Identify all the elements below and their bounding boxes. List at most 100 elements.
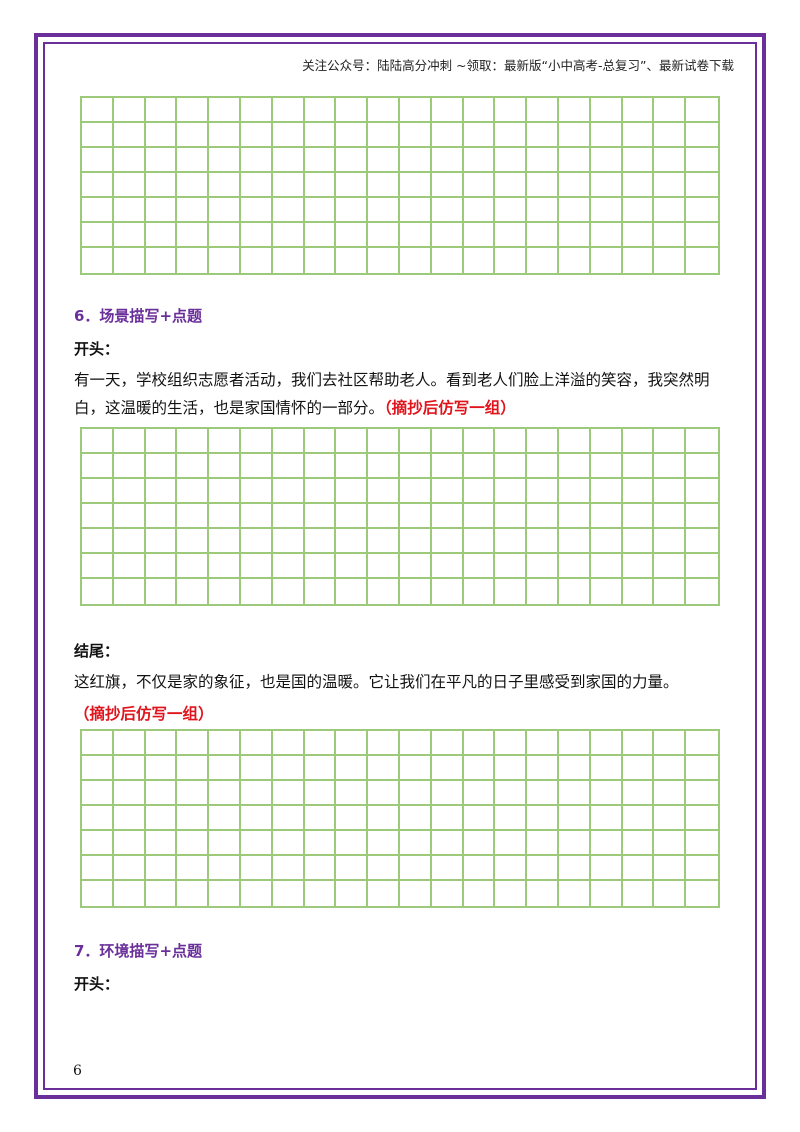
grid-cell[interactable] (82, 198, 114, 223)
grid-cell[interactable] (145, 173, 178, 198)
grid-cell[interactable] (590, 806, 623, 831)
grid-cell[interactable] (368, 756, 400, 781)
grid-cell[interactable] (273, 579, 305, 604)
grid-cell[interactable] (590, 223, 623, 248)
grid-cell[interactable] (113, 856, 146, 881)
grid-cell[interactable] (272, 429, 305, 454)
grid-cell[interactable] (399, 98, 432, 123)
grid-cell[interactable] (590, 429, 623, 454)
grid-cell[interactable] (431, 479, 464, 504)
grid-cell[interactable] (686, 504, 718, 529)
grid-cell[interactable] (177, 554, 210, 579)
grid-cell[interactable] (399, 529, 432, 554)
grid-cell[interactable] (431, 223, 464, 248)
grid-cell[interactable] (209, 579, 241, 604)
grid-cell[interactable] (336, 173, 369, 198)
grid-cell[interactable] (82, 504, 114, 529)
grid-cell[interactable] (527, 881, 559, 906)
grid-cell[interactable] (654, 856, 687, 881)
grid-cell[interactable] (654, 198, 687, 223)
grid-cell[interactable] (240, 504, 273, 529)
grid-cell[interactable] (463, 223, 496, 248)
grid-cell[interactable] (82, 479, 114, 504)
grid-cell[interactable] (686, 881, 718, 906)
grid-cell[interactable] (82, 223, 114, 248)
grid-cell[interactable] (527, 98, 559, 123)
grid-cell[interactable] (177, 756, 210, 781)
grid-cell[interactable] (241, 579, 273, 604)
grid-cell[interactable] (240, 148, 273, 173)
grid-cell[interactable] (368, 504, 400, 529)
grid-cell[interactable] (399, 429, 432, 454)
grid-cell[interactable] (145, 806, 178, 831)
grid-cell[interactable] (463, 529, 496, 554)
grid-cell[interactable] (272, 223, 305, 248)
grid-cell[interactable] (622, 198, 655, 223)
grid-cell[interactable] (558, 223, 591, 248)
grid-cell[interactable] (495, 98, 528, 123)
grid-cell[interactable] (336, 198, 369, 223)
grid-cell[interactable] (558, 504, 591, 529)
grid-cell[interactable] (209, 148, 241, 173)
grid-cell[interactable] (240, 529, 273, 554)
grid-cell[interactable] (113, 98, 146, 123)
grid-cell[interactable] (304, 198, 337, 223)
grid-cell[interactable] (686, 248, 718, 273)
grid-cell[interactable] (463, 173, 496, 198)
grid-cell[interactable] (590, 529, 623, 554)
grid-cell[interactable] (590, 173, 623, 198)
grid-cell[interactable] (240, 173, 273, 198)
grid-cell[interactable] (654, 756, 687, 781)
grid-cell[interactable] (209, 781, 241, 806)
grid-cell[interactable] (305, 248, 337, 273)
grid-cell[interactable] (209, 98, 241, 123)
grid-cell[interactable] (622, 554, 655, 579)
grid-cell[interactable] (686, 806, 718, 831)
grid-cell[interactable] (590, 123, 623, 148)
grid-cell[interactable] (527, 781, 559, 806)
grid-cell[interactable] (431, 173, 464, 198)
grid-cell[interactable] (304, 429, 337, 454)
grid-cell[interactable] (527, 831, 559, 856)
grid-cell[interactable] (558, 731, 591, 756)
grid-cell[interactable] (336, 504, 369, 529)
grid-cell[interactable] (209, 529, 241, 554)
grid-cell[interactable] (399, 123, 432, 148)
grid-cell[interactable] (113, 504, 146, 529)
grid-cell[interactable] (463, 756, 496, 781)
grid-cell[interactable] (527, 856, 559, 881)
grid-cell[interactable] (432, 881, 464, 906)
grid-cell[interactable] (240, 856, 273, 881)
grid-cell[interactable] (82, 173, 114, 198)
grid-cell[interactable] (527, 731, 559, 756)
grid-cell[interactable] (399, 479, 432, 504)
grid-cell[interactable] (463, 123, 496, 148)
grid-cell[interactable] (495, 479, 528, 504)
grid-cell[interactable] (209, 881, 241, 906)
grid-cell[interactable] (272, 479, 305, 504)
grid-cell[interactable] (463, 198, 496, 223)
grid-cell[interactable] (590, 781, 623, 806)
grid-cell[interactable] (272, 173, 305, 198)
grid-cell[interactable] (82, 123, 114, 148)
grid-cell[interactable] (622, 856, 655, 881)
grid-cell[interactable] (272, 148, 305, 173)
grid-cell[interactable] (463, 731, 496, 756)
grid-cell[interactable] (272, 554, 305, 579)
grid-cell[interactable] (145, 148, 178, 173)
grid-cell[interactable] (177, 529, 210, 554)
grid-cell[interactable] (82, 248, 114, 273)
grid-cell[interactable] (558, 831, 591, 856)
grid-cell[interactable] (177, 198, 210, 223)
grid-cell[interactable] (622, 429, 655, 454)
grid-cell[interactable] (177, 781, 210, 806)
grid-cell[interactable] (400, 881, 432, 906)
grid-cell[interactable] (177, 504, 210, 529)
grid-cell[interactable] (209, 806, 241, 831)
grid-cell[interactable] (495, 248, 528, 273)
grid-cell[interactable] (241, 248, 273, 273)
grid-cell[interactable] (113, 454, 146, 479)
grid-cell[interactable] (304, 173, 337, 198)
grid-cell[interactable] (622, 479, 655, 504)
grid-cell[interactable] (368, 173, 400, 198)
